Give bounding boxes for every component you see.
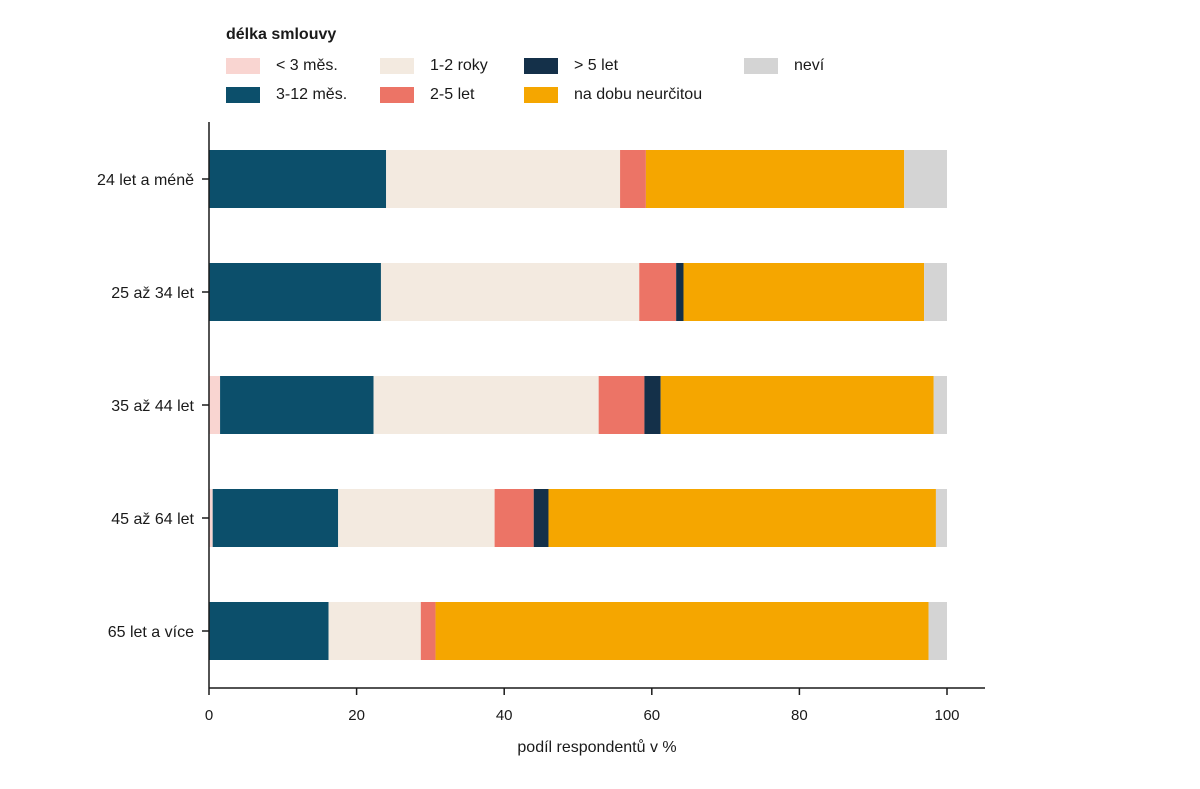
bar-segment-25-az-34-let-5-let (676, 263, 684, 321)
bar-segment-24-let-a-mene-2-5-let (620, 150, 646, 208)
bar-segment-35-az-44-let-2-5-let (598, 376, 645, 434)
bar-segment-24-let-a-mene-na-dobu-neurcitou (645, 150, 905, 208)
bar-segment-35-az-44-let-nevi (933, 376, 947, 434)
bar-segment-24-let-a-mene-1-2-roky (386, 150, 621, 208)
bar-segment-45-az-64-let-2-5-let (494, 489, 534, 547)
legend-label: > 5 let (574, 57, 619, 74)
bar-segment-45-az-64-let-na-dobu-neurcitou (548, 489, 936, 547)
bar-segment-35-az-44-let-3-mes (209, 376, 221, 434)
legend-swatch (524, 87, 558, 103)
legend-item-1-2-roky: 1-2 roky (380, 57, 488, 75)
bar-segment-24-let-a-mene-3-12-mes (209, 150, 387, 208)
bar-segment-25-az-34-let-na-dobu-neurcitou (683, 263, 925, 321)
legend-swatch (524, 58, 558, 74)
bar-segment-45-az-64-let-3-mes (209, 489, 213, 547)
bar-segment-45-az-64-let-3-12-mes (212, 489, 339, 547)
category-labels-group: 24 let a méně 25 až 34 let 35 až 44 let 45 … (97, 172, 209, 641)
bar-segment-25-az-34-let-1-2-roky (380, 263, 640, 321)
legend-label: na dobu neurčitou (574, 86, 703, 103)
bar-segment-24-let-a-mene-nevi (904, 150, 947, 208)
legend-swatch (744, 58, 778, 74)
bars-group (209, 150, 947, 660)
bar-segment-65-let-a-vice-nevi (928, 602, 947, 660)
bar-segment-35-az-44-let-na-dobu-neurcitou (660, 376, 934, 434)
legend-swatch (380, 87, 414, 103)
legend-label: 1-2 roky (430, 57, 488, 74)
legend-label: < 3 měs. (276, 57, 338, 74)
bar-segment-45-az-64-let-5-let (533, 489, 549, 547)
legend-item-2-5-let: 2-5 let (380, 86, 474, 104)
bar-segment-35-az-44-let-3-12-mes (220, 376, 374, 434)
bar-segment-25-az-34-let-nevi (924, 263, 947, 321)
x-tick-label: 40 (496, 707, 513, 724)
category-label: 65 let a více (108, 624, 194, 641)
bar-segment-65-let-a-vice-3-12-mes (209, 602, 329, 660)
bar-segment-35-az-44-let-1-2-roky (373, 376, 599, 434)
category-label: 35 až 44 let (111, 398, 194, 415)
bar-segment-25-az-34-let-2-5-let (639, 263, 677, 321)
legend-item-3-mes: < 3 měs. (226, 57, 338, 75)
category-label: 45 až 64 let (111, 511, 194, 528)
legend-title: délka smlouvy (226, 26, 337, 43)
bar-segment-25-az-34-let-3-12-mes (209, 263, 381, 321)
bar-segment-65-let-a-vice-1-2-roky (328, 602, 421, 660)
legend-swatch (226, 87, 260, 103)
category-label: 24 let a méně (97, 172, 194, 189)
legend-label: neví (794, 57, 825, 74)
x-tick-label: 0 (205, 707, 213, 724)
x-tick-label: 20 (348, 707, 365, 724)
legend-item-nevi: neví (744, 57, 824, 75)
bar-segment-65-let-a-vice-na-dobu-neurcitou (435, 602, 929, 660)
x-tick-label: 100 (934, 707, 959, 724)
x-ticks-group: 0 20 40 60 80 100 (205, 688, 960, 724)
x-tick-label: 60 (643, 707, 660, 724)
bar-segment-45-az-64-let-nevi (935, 489, 947, 547)
category-label: 25 až 34 let (111, 285, 194, 302)
legend-label: 2-5 let (430, 86, 475, 103)
legend-item-5-let: > 5 let (524, 57, 618, 75)
bar-segment-45-az-64-let-1-2-roky (338, 489, 495, 547)
legend-swatch (380, 58, 414, 74)
legend-item-3-12-mes: 3-12 měs. (226, 86, 347, 104)
legend-swatch (226, 58, 260, 74)
bar-segment-65-let-a-vice-2-5-let (420, 602, 436, 660)
legend-item-na-dobu-neurcitou: na dobu neurčitou (524, 86, 702, 104)
bar-segment-35-az-44-let-5-let (644, 376, 661, 434)
x-axis-label: podíl respondentů v % (517, 738, 676, 756)
x-tick-label: 80 (791, 707, 808, 724)
legend-label: 3-12 měs. (276, 86, 348, 103)
